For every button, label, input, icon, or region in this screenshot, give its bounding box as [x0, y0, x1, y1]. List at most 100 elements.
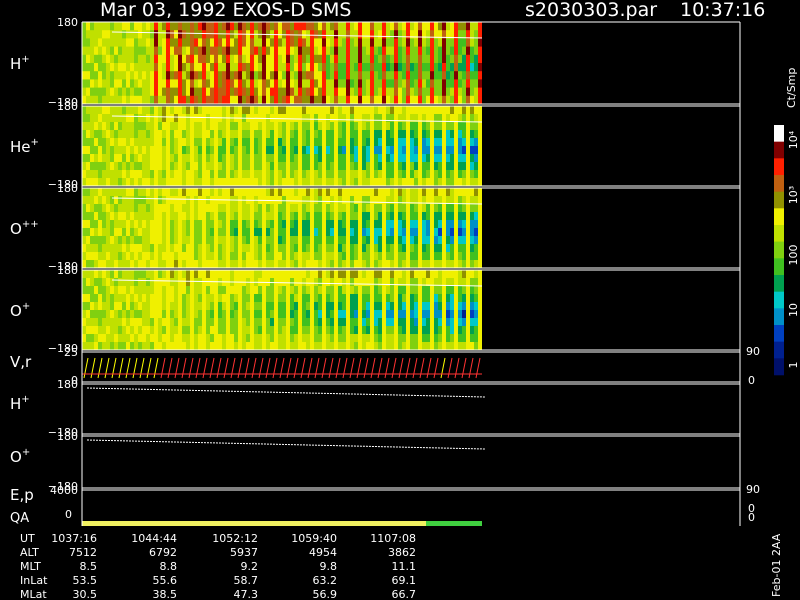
spec-cell — [222, 95, 226, 105]
spec-cell — [178, 54, 182, 64]
spec-cell — [118, 114, 122, 123]
spec-cell — [426, 130, 430, 139]
spec-cell — [342, 138, 346, 147]
spec-cell — [114, 270, 118, 279]
spec-cell — [478, 122, 482, 131]
spec-cell — [186, 114, 190, 123]
spec-cell — [410, 106, 414, 115]
spec-cell — [402, 326, 406, 335]
spec-cell — [94, 310, 98, 319]
spec-cell — [138, 220, 142, 229]
spec-cell — [186, 106, 190, 115]
spec-cell — [302, 244, 306, 253]
spec-cell — [114, 95, 118, 105]
spec-cell — [334, 334, 338, 343]
spec-cell — [326, 228, 330, 237]
spec-cell — [206, 30, 210, 39]
spec-cell — [90, 79, 94, 89]
spec-cell — [322, 122, 326, 131]
spec-cell — [210, 87, 214, 97]
spec-cell — [462, 154, 466, 163]
vr-mark — [153, 357, 159, 379]
spec-cell — [362, 138, 366, 147]
spec-cell — [398, 79, 402, 89]
spec-cell — [466, 326, 470, 335]
spec-cell — [242, 95, 246, 105]
spec-cell — [118, 30, 122, 39]
spec-cell — [298, 122, 302, 131]
spec-cell — [406, 212, 410, 221]
spec-cell — [466, 204, 470, 213]
spec-cell — [138, 302, 142, 311]
spec-cell — [410, 95, 414, 105]
spec-cell — [478, 79, 482, 89]
spec-cell — [246, 286, 250, 295]
spec-cell — [410, 334, 414, 343]
spec-cell — [350, 212, 354, 221]
spec-cell — [258, 228, 262, 237]
spec-cell — [390, 318, 394, 327]
spec-cell — [330, 302, 334, 311]
spec-cell — [214, 294, 218, 303]
vr-mark — [132, 357, 138, 379]
spec-cell — [278, 63, 282, 72]
spec-cell — [106, 178, 110, 187]
spec-cell — [446, 54, 450, 64]
spec-cell — [434, 228, 438, 237]
spec-cell — [414, 270, 418, 279]
spec-cell — [134, 122, 138, 131]
spec-cell — [270, 286, 274, 295]
spec-cell — [394, 286, 398, 295]
spec-cell — [298, 178, 302, 187]
spec-cell — [358, 154, 362, 163]
spec-cell — [358, 106, 362, 115]
spec-cell — [98, 30, 102, 39]
spec-cell — [238, 260, 242, 269]
spec-cell — [94, 252, 98, 261]
vr-mark — [356, 357, 362, 379]
spec-cell — [270, 302, 274, 311]
spec-cell — [190, 130, 194, 139]
spec-cell — [218, 260, 222, 269]
spec-cell — [182, 87, 186, 97]
spec-cell — [138, 22, 142, 31]
spec-cell — [410, 212, 414, 221]
spec-cell — [322, 286, 326, 295]
spec-cell — [106, 212, 110, 221]
spec-cell — [286, 188, 290, 197]
spec-cell — [322, 178, 326, 187]
spec-cell — [210, 220, 214, 229]
spec-cell — [370, 22, 374, 31]
spec-cell — [326, 294, 330, 303]
spec-cell — [286, 260, 290, 269]
spec-cell — [202, 63, 206, 72]
spec-cell — [354, 334, 358, 343]
spec-cell — [342, 162, 346, 171]
spec-cell — [370, 270, 374, 279]
spec-cell — [366, 178, 370, 187]
spec-cell — [438, 46, 442, 56]
spec-cell — [318, 204, 322, 213]
spec-cell — [354, 146, 358, 155]
spec-cell — [294, 318, 298, 327]
spec-cell — [242, 220, 246, 229]
spec-cell — [278, 326, 282, 335]
spec-cell — [274, 71, 278, 80]
spec-cell — [414, 87, 418, 97]
spec-cell — [238, 212, 242, 221]
spec-cell — [310, 38, 314, 48]
spec-cell — [162, 212, 166, 221]
spec-cell — [262, 38, 266, 48]
spec-cell — [410, 188, 414, 197]
spec-cell — [158, 278, 162, 287]
spec-cell — [134, 334, 138, 343]
spec-cell — [394, 302, 398, 311]
spec-cell — [118, 204, 122, 213]
spec-cell — [382, 244, 386, 253]
spec-cell — [314, 220, 318, 229]
spec-cell — [406, 334, 410, 343]
spec-cell — [150, 244, 154, 253]
spec-cell — [354, 71, 358, 80]
spec-cell — [182, 212, 186, 221]
spec-cell — [170, 162, 174, 171]
